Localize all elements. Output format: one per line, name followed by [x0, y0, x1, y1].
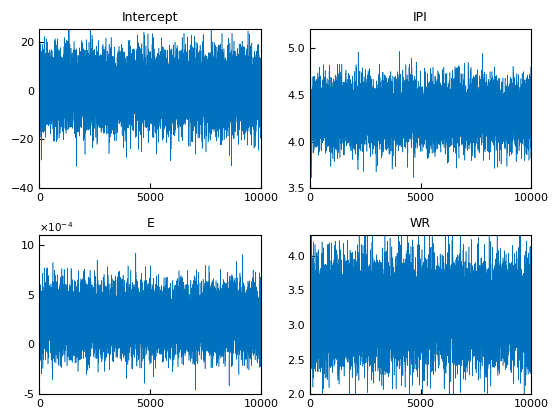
Title: IPI: IPI	[413, 11, 428, 24]
Title: Intercept: Intercept	[122, 11, 179, 24]
Title: E: E	[146, 217, 154, 230]
Text: $\times10^{-4}$: $\times10^{-4}$	[39, 220, 74, 234]
Title: WR: WR	[410, 217, 431, 230]
